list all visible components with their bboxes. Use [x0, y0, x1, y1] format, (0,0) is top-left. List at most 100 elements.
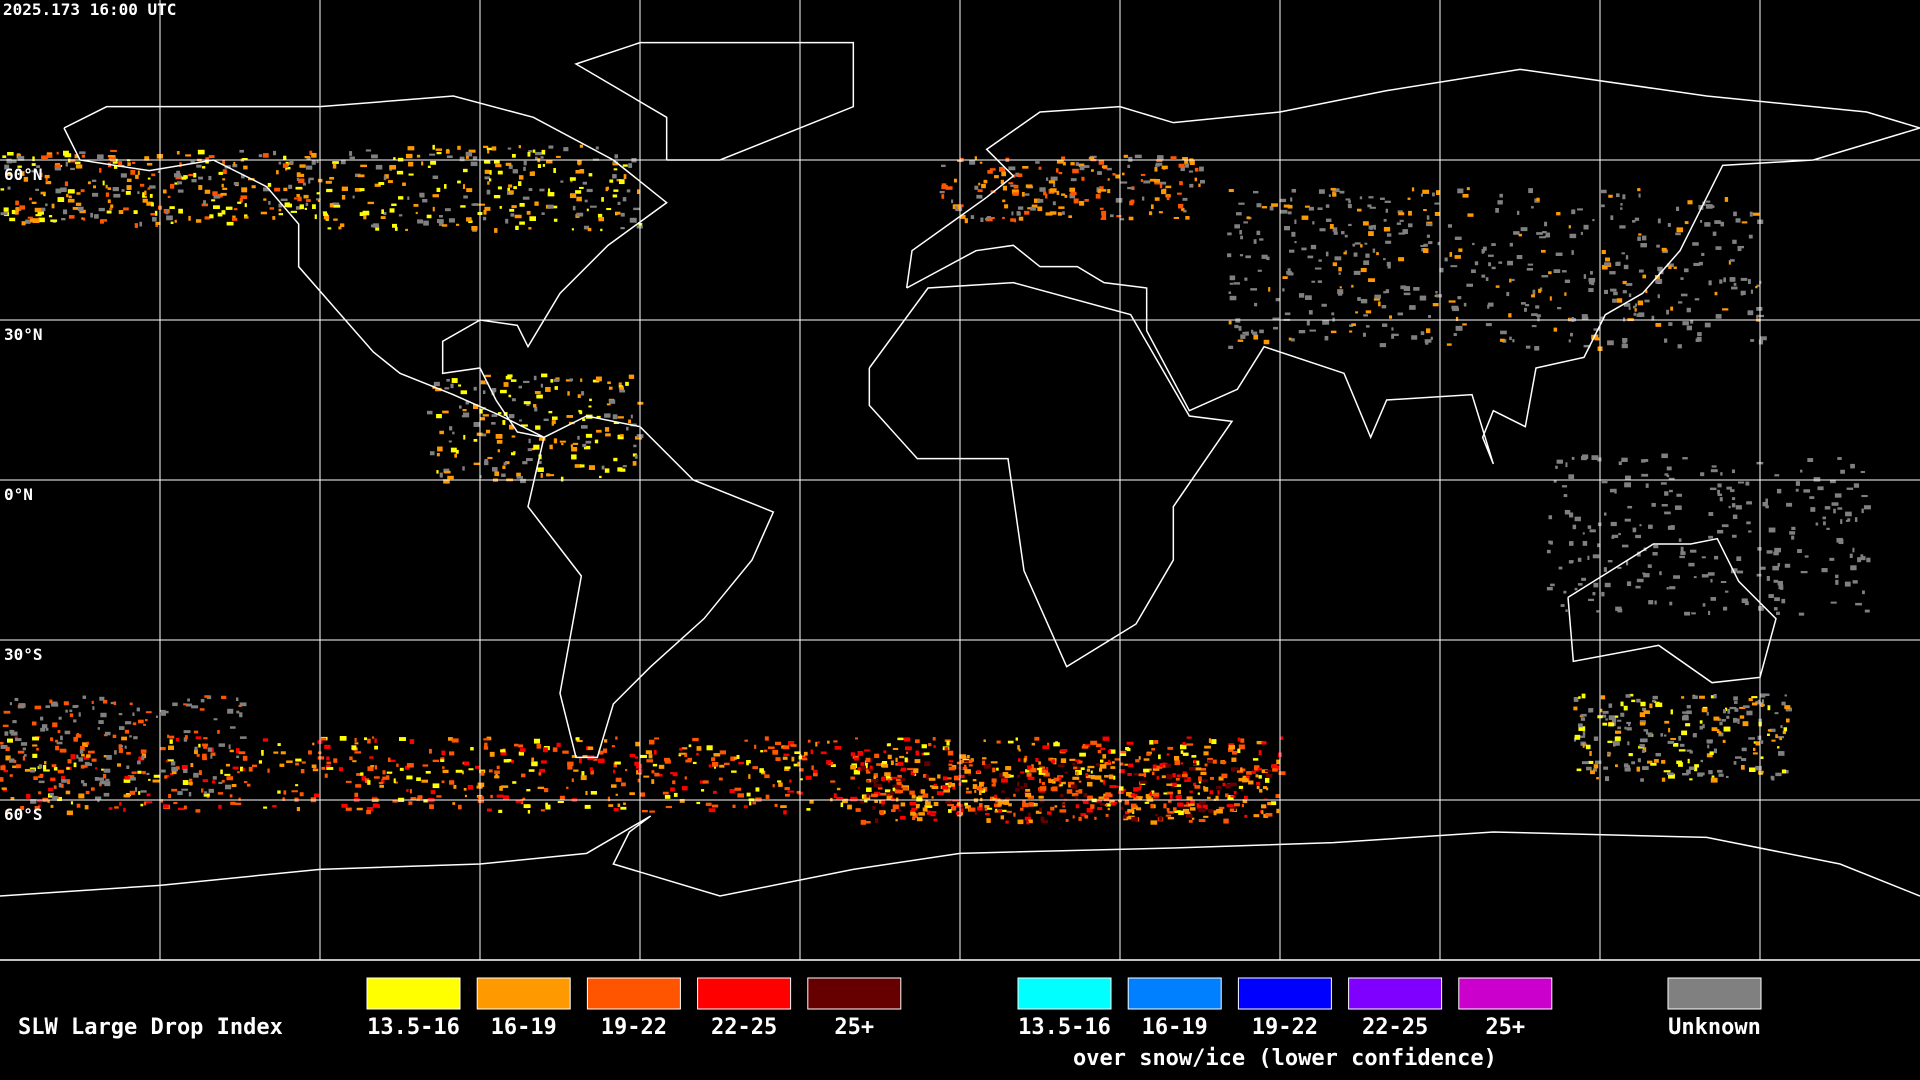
cloud-pixel [860, 819, 866, 825]
cloud-pixel [164, 710, 169, 714]
cloud-pixel [53, 767, 58, 771]
cloud-pixel [1193, 782, 1197, 786]
cloud-pixel [329, 176, 335, 180]
cloud-pixel [1846, 487, 1854, 490]
cloud-pixel [120, 173, 127, 178]
cloud-pixel [664, 794, 671, 799]
cloud-pixel [571, 778, 574, 783]
cloud-pixel [1002, 199, 1006, 203]
cloud-pixel [1215, 786, 1222, 789]
cloud-pixel [1065, 819, 1069, 822]
cloud-pixel [1609, 271, 1616, 275]
cloud-pixel [482, 414, 489, 417]
cloud-pixel [1353, 270, 1361, 275]
cloud-pixel [1657, 218, 1661, 224]
cloud-pixel [83, 756, 89, 760]
cloud-pixel [1034, 736, 1040, 741]
cloud-pixel [1062, 161, 1066, 166]
cloud-pixel [477, 782, 485, 787]
cloud-pixel [590, 769, 594, 775]
cloud-pixel [696, 801, 701, 805]
cloud-pixel [134, 223, 138, 228]
cloud-pixel [1735, 505, 1742, 510]
cloud-pixel [1363, 260, 1370, 266]
cloud-pixel [473, 422, 480, 427]
cloud-pixel [326, 761, 331, 765]
cloud-pixel [1733, 211, 1737, 217]
cloud-pixel [519, 748, 526, 753]
cloud-pixel [483, 216, 487, 221]
cloud-pixel [0, 212, 8, 216]
cloud-pixel [1666, 586, 1669, 590]
cloud-pixel [82, 764, 88, 768]
cloud-pixel [193, 172, 197, 178]
cloud-pixel [1682, 711, 1689, 714]
cloud-pixel [788, 740, 795, 746]
cloud-pixel [1624, 482, 1632, 488]
legend-swatch [1237, 977, 1332, 1010]
cloud-pixel [1531, 325, 1537, 328]
cloud-pixel [1733, 282, 1737, 286]
cloud-pixel [1139, 780, 1147, 784]
cloud-pixel [1197, 792, 1201, 795]
cloud-pixel [205, 160, 209, 164]
cloud-pixel [528, 227, 532, 230]
cloud-pixel [1325, 218, 1332, 222]
cloud-pixel [589, 398, 592, 402]
cloud-pixel [1035, 161, 1040, 164]
cloud-pixel [78, 793, 85, 799]
cloud-pixel [1643, 710, 1650, 715]
cloud-pixel [1182, 742, 1186, 746]
cloud-pixel [523, 166, 526, 171]
cloud-pixel [356, 807, 363, 811]
cloud-pixel [1711, 205, 1715, 208]
cloud-pixel [855, 808, 861, 812]
cloud-pixel [1143, 768, 1150, 773]
cloud-pixel [1593, 736, 1599, 741]
cloud-pixel [1536, 197, 1540, 202]
cloud-pixel [1591, 455, 1599, 460]
cloud-pixel [1165, 763, 1171, 768]
cloud-pixel [77, 206, 84, 212]
cloud-pixel [532, 149, 536, 153]
cloud-pixel [1024, 816, 1031, 821]
cloud-pixel [187, 698, 190, 702]
cloud-pixel [603, 748, 608, 753]
cloud-pixel [1052, 786, 1058, 792]
cloud-pixel [1531, 313, 1538, 317]
cloud-pixel [641, 810, 648, 813]
cloud-pixel [1532, 289, 1536, 295]
cloud-pixel [1840, 469, 1845, 474]
cloud-pixel [1420, 331, 1425, 336]
cloud-pixel [783, 810, 787, 815]
cloud-pixel [1448, 300, 1456, 303]
cloud-pixel [382, 776, 389, 780]
cloud-pixel [444, 184, 447, 189]
cloud-pixel [1766, 576, 1770, 581]
cloud-pixel [1174, 784, 1182, 787]
cloud-pixel [448, 780, 455, 785]
cloud-pixel [1434, 202, 1440, 205]
cloud-pixel [507, 374, 513, 378]
cloud-pixel [141, 755, 145, 760]
cloud-pixel [221, 183, 224, 188]
cloud-pixel [830, 764, 836, 768]
cloud-pixel [1368, 196, 1374, 199]
cloud-pixel [1123, 788, 1126, 792]
cloud-pixel [155, 715, 158, 718]
cloud-pixel [1013, 184, 1019, 189]
cloud-pixel [815, 741, 818, 747]
cloud-pixel [480, 380, 486, 385]
cloud-pixel [324, 744, 331, 749]
latitude-label: 60°S [4, 805, 43, 824]
cloud-pixel [635, 763, 643, 769]
cloud-pixel [1535, 305, 1540, 309]
cloud-pixel [409, 739, 415, 745]
cloud-pixel [887, 743, 891, 747]
cloud-pixel [45, 727, 49, 731]
cloud-pixel [930, 814, 936, 817]
cloud-pixel [152, 217, 157, 222]
cloud-pixel [749, 801, 752, 806]
cloud-pixel [518, 175, 524, 180]
cloud-pixel [1621, 457, 1628, 462]
